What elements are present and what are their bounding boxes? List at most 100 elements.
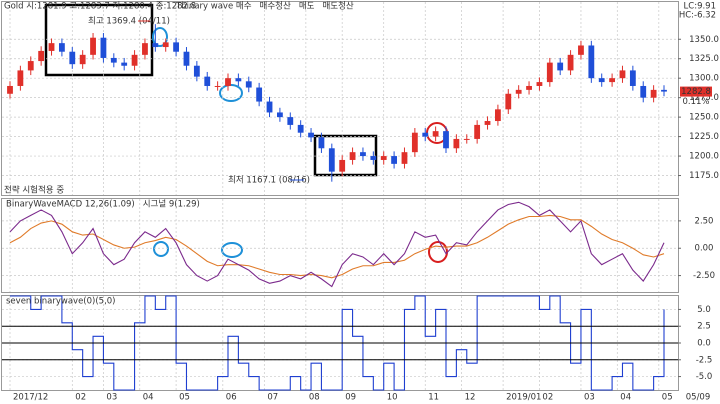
candle-body [650,89,657,98]
highlights [44,3,448,263]
y-tick-label: 1275.0 [689,93,719,103]
annotation: 최고 1369.4 (04/11) [88,16,170,27]
y-tick-label: 0.00 [695,244,714,254]
legend-label: Tbinary wave 매수 [175,2,252,12]
candle-body [79,54,86,65]
highlight-box [44,3,154,77]
candle-body [142,43,148,55]
x-tick-label: 03 [584,393,595,403]
series-line [10,295,665,391]
candle-body [629,70,636,86]
candle-body [69,51,76,65]
candle-body [463,138,470,140]
x-tick-label: 02 [75,393,86,403]
candle-body [308,132,314,138]
x-tick-label: 04 [143,393,154,403]
candle-body [38,50,45,62]
candle-body [401,152,408,164]
highlight-circle [152,27,168,47]
x-tick-label: 10 [387,393,398,403]
candle-body [328,148,335,172]
y-tick-label: 1250.0 [689,113,719,123]
y-tick-label: 1175.0 [689,171,719,181]
y-tick-label: 1225.0 [689,132,719,142]
candle-body [484,121,491,125]
x-tick-label: 03 [106,393,117,403]
x-tick-label: 07 [267,393,278,403]
legend-label: seven binarywave(0)(5,0) [6,297,116,307]
candle-body [48,43,55,51]
candle-body [318,137,325,149]
y-tick-label: 0.0 [697,339,711,349]
candle-body [27,61,34,71]
candle-body [588,45,595,79]
candle-body [578,45,584,55]
status-label: 전략 시험적용 중 [4,185,64,196]
x-end-label: 05/09 [686,393,711,403]
y-tick-label: -2.5 [696,355,713,365]
x-tick-label: 09 [345,393,356,403]
candle-body [162,42,169,48]
y-tick-label: 1200.0 [689,152,719,162]
last-change: 0.11% [682,97,709,107]
candle-body [7,85,13,94]
candle-body [131,54,138,66]
candle-body [515,89,522,94]
x-tick-label: 12 [465,393,476,403]
highlight-circle [219,84,243,102]
y-tick-label: 1350.0 [689,35,719,45]
candle-body [339,159,346,172]
x-tick-label: 06 [226,393,237,403]
highlight-box [313,134,378,177]
x-tick-label: 05 [179,393,190,403]
candle-body [432,131,439,137]
candle-body [100,37,107,58]
legend-label: BinaryWaveMACD 12,26(1.09) [6,200,135,210]
candle-body [204,76,211,86]
macd-panel [1,198,679,293]
candle-body [557,62,564,71]
candle-body [370,156,377,160]
candle-body [661,89,667,92]
candle-body [121,62,128,66]
stat-label: LC:9.91 [684,2,716,12]
candle-body [110,57,117,63]
y-tick-label: 2.50 [695,216,714,226]
candle-body [380,156,387,160]
candle-body [474,124,481,139]
y-tick-label: 2.5 [697,322,711,332]
x-tick-label: 04 [620,393,631,403]
y-tick-label: 5.0 [697,305,711,315]
candle-body [17,70,24,86]
candle-body [411,132,418,153]
candle-body [214,85,221,87]
candle-body [609,78,615,83]
candle-body [183,51,190,66]
candle-body [619,70,626,79]
x-tick-label: 08 [309,393,320,403]
price-panel [1,1,679,196]
y-tick-label: -2.50 [693,271,715,281]
x-tick-label: 05 [662,393,673,403]
candle-body [546,62,553,83]
candle-body [266,101,273,113]
candle-body [640,85,647,98]
candle-body [287,117,294,125]
x-tick-label: 2017/12 [13,393,48,403]
legend-label: 매도 [299,2,315,12]
annotation: 최저 1167.1 (08/16) [228,175,310,186]
candle-body [526,85,532,90]
legend-label: 매수청산 [260,1,291,12]
candle-body [453,138,460,149]
stat-label: HC:-6.32 [679,11,716,21]
y-tick-label: 1325.0 [689,54,719,64]
candle-body [59,43,65,52]
x-tick-label: 2019/01 [506,393,541,403]
candle-body [349,152,356,160]
candle-body [193,65,200,77]
series-line [9,201,665,288]
x-tick-label: 11 [428,393,439,403]
candle-body [173,42,179,52]
candle-body [256,87,263,102]
